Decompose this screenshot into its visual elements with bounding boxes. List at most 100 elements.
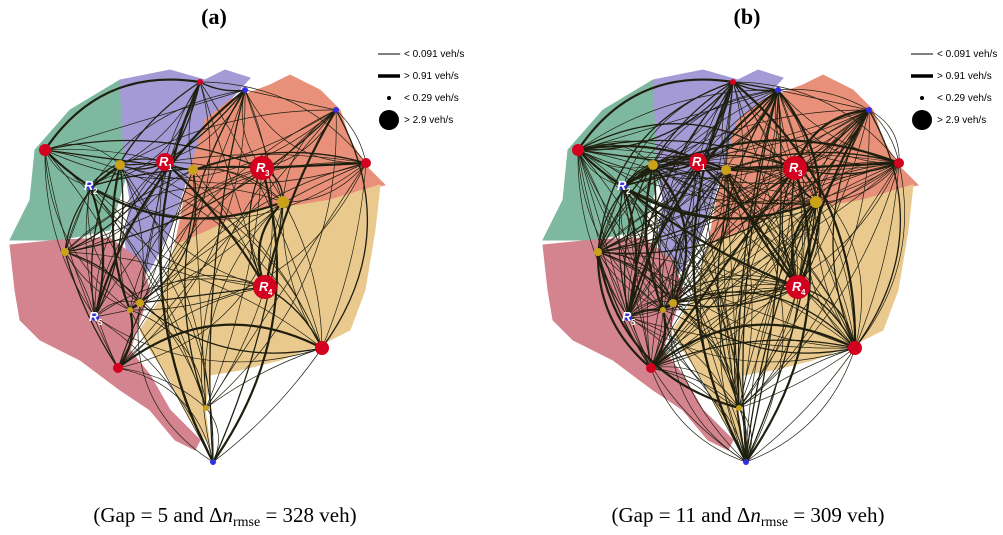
flow-edge [64,185,91,253]
node [866,107,872,113]
flow-edge [670,302,747,463]
node [669,299,677,307]
node [113,363,123,373]
flow-edge [117,286,266,369]
legend-item-large-dot: > 2.9 veh/s [378,106,500,136]
node [648,160,658,170]
flow-edge [745,347,856,463]
flow-edge [94,169,194,318]
flow-edge [64,251,207,409]
legend-label: < 0.29 veh/s [937,93,992,104]
flow-edge [64,167,263,253]
flow-edge [650,89,779,369]
region-label-sub: 5 [631,318,636,327]
flow-edge [868,109,900,164]
flow-edges [44,78,369,463]
node [136,299,144,307]
flow-edge [44,149,96,318]
flow-edge [139,161,166,304]
flow-edge [662,309,747,463]
flow-edge [192,109,337,171]
flow-edge [88,185,105,318]
flow-edge [622,185,799,289]
flow-edge [796,109,870,288]
thick-line-icon [378,74,400,78]
flow-edge [577,78,734,151]
flow-edge [662,284,799,311]
flow-edge [626,89,779,318]
flow-edge [596,251,652,369]
node [775,87,781,93]
flow-edge [212,201,284,463]
flow-edge [622,185,647,318]
flow-edge [64,251,119,369]
node [721,165,731,175]
flow-edge [577,149,652,369]
flow-edge [738,201,817,409]
nodes: R 1R 2R 3R 4R 5 [39,79,371,465]
flow-edge [725,162,900,171]
flow-edge [597,251,740,409]
flow-edge [622,185,740,409]
flow-edge [159,81,214,463]
legend-label: < 0.091 veh/s [404,49,465,60]
flow-edge [650,366,740,409]
flow-edge [139,286,266,304]
flow-edge [119,164,323,349]
node [848,341,862,355]
region-label-sub: 5 [98,318,103,327]
flow-edge [199,81,266,288]
flow-edge [672,286,799,308]
node [91,313,99,321]
zones [9,69,387,451]
flow-edge [129,109,337,311]
node [61,248,69,256]
flow-edge [777,89,817,203]
legend-label: > 2.9 veh/s [404,115,454,126]
flow-edge [205,407,219,463]
flow-edge [64,81,201,253]
flow-edge [577,149,629,318]
flow-edge [89,166,263,187]
flow-edge [738,162,900,409]
caption-prefix: (Gap = 5 and Δ [93,503,223,527]
region-label-sub: 4 [268,288,273,297]
flow-edge [671,169,727,304]
flow-edge [732,81,799,288]
flow-edge [44,149,323,349]
flow-edge [64,251,131,311]
flow-edge [725,169,784,463]
flow-edge [627,162,900,318]
flow-edge [618,185,747,463]
node [594,248,602,256]
flow-edge [672,81,734,304]
legend-label: > 0.91 veh/s [404,71,459,82]
flow-edge [596,251,740,410]
flow-edge [282,201,323,349]
flow-edge [94,316,323,363]
flow-edge [577,149,664,311]
flow-edge [244,89,337,111]
flow-edge [117,367,207,409]
region-label-sub: 1 [168,163,173,172]
region-label-sub: 1 [701,163,706,172]
flow-edge [733,109,870,409]
panel-label: (a) [201,4,227,29]
region-label-sub: 2 [626,187,631,196]
flow-edge [650,162,900,369]
flow-edge [815,161,900,203]
flow-edge [164,161,266,288]
flow-edge [723,81,747,463]
flow-edge [627,316,747,463]
flow-edge [672,286,799,304]
network-map: R 1R 2R 3R 4R 5 [542,69,920,465]
flow-edge [745,167,812,463]
node [210,459,216,465]
flow-edge [662,201,817,311]
flow-edge [622,109,870,187]
caption-var: n [750,503,761,527]
flow-edge [672,162,900,304]
legend-label: < 0.091 veh/s [937,49,998,60]
